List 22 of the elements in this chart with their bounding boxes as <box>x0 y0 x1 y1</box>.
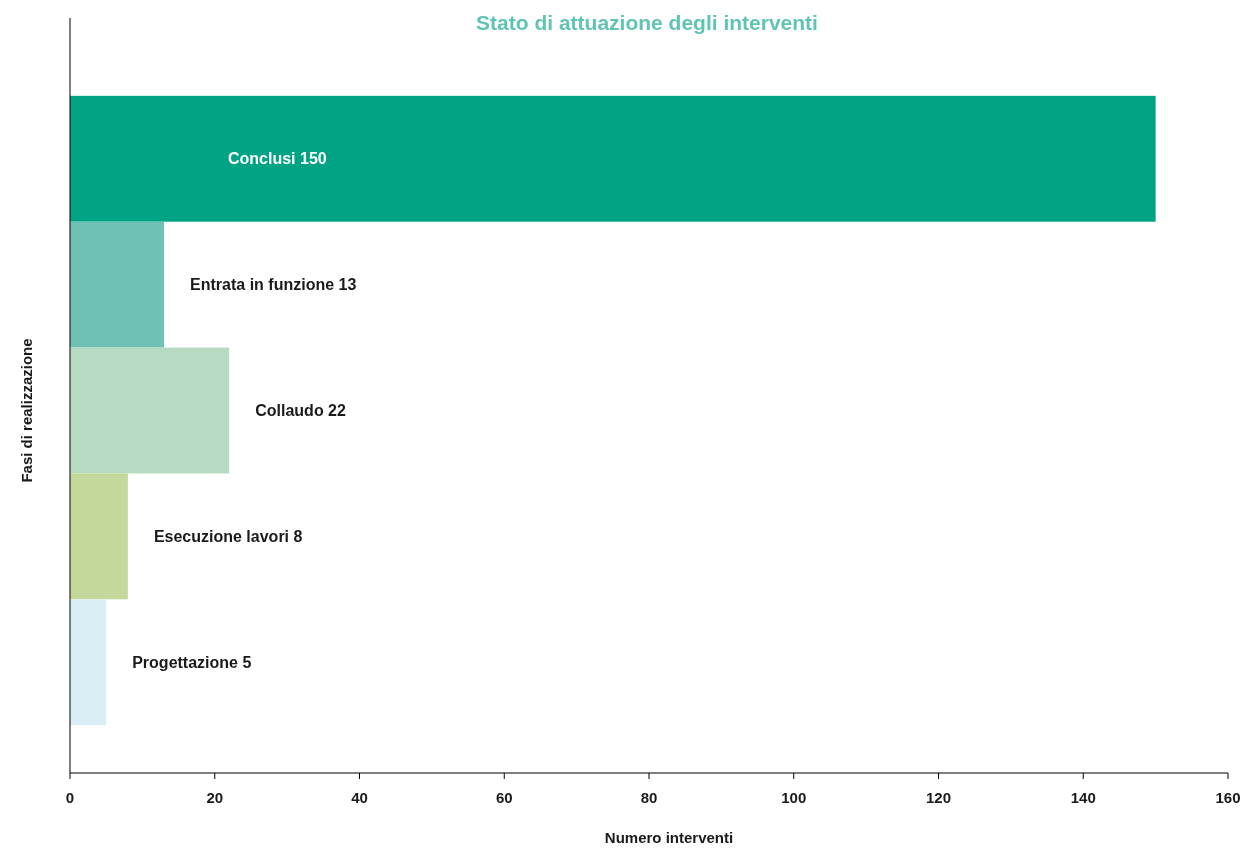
x-tick-label: 20 <box>206 789 224 806</box>
bar <box>70 473 128 600</box>
y-tick-label: Entrata in funzione 13 <box>190 276 357 294</box>
x-tick-label: 80 <box>640 789 658 806</box>
bar <box>70 347 230 474</box>
y-tick-label: Esecuzione lavori 8 <box>153 527 303 545</box>
x-tick-label: 120 <box>925 789 952 806</box>
bar <box>70 95 1156 222</box>
x-axis-title: Numero interventi <box>604 829 734 846</box>
y-tick-label: Collaudo 22 <box>255 402 347 420</box>
x-tick-label: 140 <box>1070 789 1096 806</box>
x-tick-label: 0 <box>65 789 75 806</box>
chart-title: Stato di attuazione degli interventi <box>476 11 818 34</box>
bar <box>70 221 165 348</box>
x-tick-label: 100 <box>781 789 807 806</box>
y-tick-label: Conclusi 150 <box>228 150 327 168</box>
y-tick-label: Progettazione 5 <box>132 653 252 671</box>
x-tick-label: 160 <box>1215 789 1241 806</box>
x-tick-label: 40 <box>351 789 368 806</box>
bar <box>70 599 107 726</box>
x-tick-label: 60 <box>495 789 513 806</box>
y-axis-title: Fasi di realizzazione <box>18 338 35 483</box>
